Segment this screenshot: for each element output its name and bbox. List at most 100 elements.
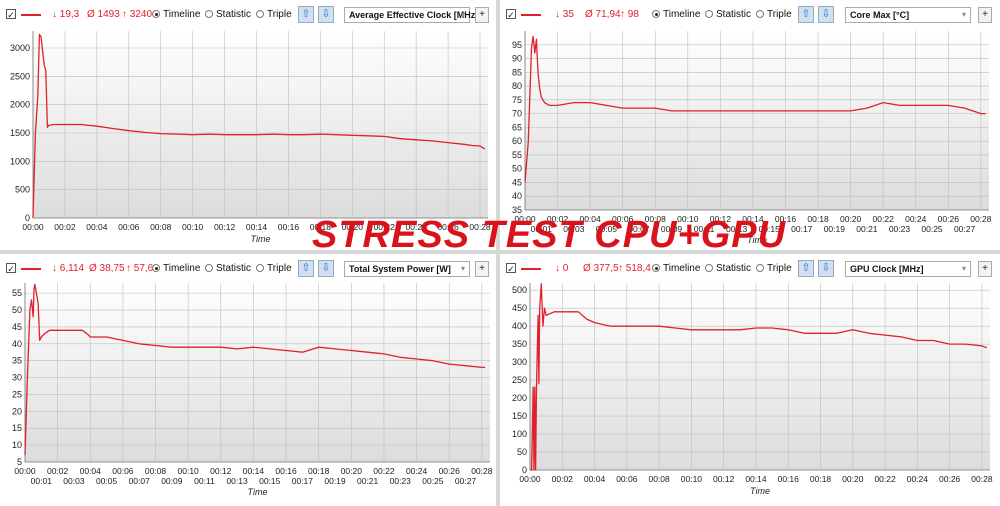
- radio-triple[interactable]: Triple: [756, 9, 792, 20]
- radio-triple[interactable]: Triple: [756, 263, 792, 274]
- radio-statistic[interactable]: Statistic: [205, 9, 251, 20]
- radio-label: Triple: [267, 263, 292, 274]
- x-tick-label: 00:00: [14, 466, 36, 476]
- series-checkbox[interactable]: ✓: [6, 263, 16, 274]
- move-down-button[interactable]: ⇩: [818, 6, 834, 23]
- stat-min: ↓ 6,114: [52, 263, 85, 274]
- radio-statistic[interactable]: Statistic: [205, 263, 251, 274]
- radio-timeline[interactable]: Timeline: [652, 9, 700, 20]
- sensor-select[interactable]: Total System Power [W] ▾: [344, 261, 470, 277]
- x-tick-label: 00:08: [150, 222, 172, 232]
- x-tick-label: 00:07: [129, 476, 151, 486]
- stat-min: ↓ 0: [555, 263, 569, 274]
- radio-label: Triple: [767, 263, 792, 274]
- sensor-select[interactable]: Average Effective Clock [MHz] ▾: [344, 7, 478, 23]
- x-tick-label: 00:27: [455, 476, 477, 486]
- x-tick-label: 00:04: [80, 466, 102, 476]
- x-tick-label: 00:25: [921, 224, 943, 234]
- x-tick-label: 00:28: [471, 466, 493, 476]
- radio-timeline[interactable]: Timeline: [652, 263, 700, 274]
- y-tick-label: 95: [512, 40, 522, 50]
- series-checkbox[interactable]: ✓: [6, 9, 16, 20]
- y-tick-label: 2500: [10, 71, 30, 81]
- stat-min: ↓ 35: [555, 9, 574, 20]
- y-tick-label: 55: [12, 288, 22, 298]
- x-tick-label: 00:01: [31, 476, 53, 486]
- radio-dot-icon: [205, 264, 213, 272]
- y-tick-label: 25: [12, 389, 22, 399]
- panel-effective-clock: ✓ ↓ 19,3 Ø 1493 ↑ 3240 Timeline Statisti…: [0, 0, 496, 250]
- x-tick-label: 00:28: [469, 222, 491, 232]
- move-down-button[interactable]: ⇩: [318, 6, 334, 23]
- radio-statistic[interactable]: Statistic: [705, 9, 751, 20]
- y-tick-label: 300: [512, 357, 527, 367]
- radio-dot-icon: [652, 10, 660, 18]
- x-tick-label: 00:18: [810, 474, 832, 484]
- plot-background: [25, 283, 490, 462]
- x-tick-label: 00:06: [616, 474, 638, 484]
- move-up-button[interactable]: ⇧: [298, 6, 314, 23]
- y-tick-label: 40: [12, 339, 22, 349]
- x-tick-label: 00:02: [552, 474, 574, 484]
- chevron-down-icon: ▾: [460, 264, 465, 273]
- add-graph-button[interactable]: +: [475, 7, 489, 23]
- stat-max: ↑ 518,4: [618, 263, 651, 274]
- series-color-swatch[interactable]: [521, 268, 541, 270]
- y-tick-label: 5: [17, 457, 22, 467]
- add-graph-button[interactable]: +: [978, 261, 992, 277]
- radio-triple[interactable]: Triple: [256, 9, 292, 20]
- x-tick-label: 00:26: [437, 222, 459, 232]
- y-tick-label: 1500: [10, 128, 30, 138]
- x-tick-label: 00:15: [759, 224, 781, 234]
- series-color-swatch[interactable]: [21, 14, 41, 16]
- move-up-button[interactable]: ⇧: [298, 260, 314, 277]
- y-tick-label: 30: [12, 373, 22, 383]
- chart-area: 0 500 1000 1500 2000 2500 3000 00:00 00:02 00:04 0…: [10, 31, 491, 244]
- radio-label: Timeline: [663, 263, 701, 274]
- sensor-select[interactable]: Core Max [°C] ▾: [845, 7, 971, 23]
- move-up-button[interactable]: ⇧: [798, 260, 814, 277]
- x-tick-label: 00:10: [182, 222, 204, 232]
- radio-dot-icon: [152, 10, 160, 18]
- chevron-down-icon: ▾: [961, 264, 966, 273]
- move-up-button[interactable]: ⇧: [798, 6, 814, 23]
- radio-timeline[interactable]: Timeline: [152, 263, 200, 274]
- series-checkbox[interactable]: ✓: [506, 263, 516, 274]
- stat-max: ↑ 98: [620, 9, 639, 20]
- x-tick-label: 00:00: [22, 222, 44, 232]
- x-tick-label: 00:28: [970, 214, 992, 224]
- chevron-down-icon: ▾: [961, 10, 966, 19]
- x-tick-label: 00:28: [971, 474, 993, 484]
- stat-avg: Ø 71,94: [585, 9, 621, 20]
- x-tick-label: 00:22: [874, 474, 896, 484]
- y-tick-label: 35: [12, 356, 22, 366]
- x-tick-label: 00:26: [939, 474, 961, 484]
- x-tick-label: 00:02: [547, 214, 569, 224]
- x-tick-label: 00:14: [243, 466, 265, 476]
- x-tick-label: 00:24: [905, 214, 927, 224]
- add-graph-button[interactable]: +: [475, 261, 489, 277]
- add-graph-button[interactable]: +: [978, 7, 992, 23]
- x-tick-label: 00:20: [341, 466, 363, 476]
- sensor-select[interactable]: GPU Clock [MHz] ▾: [845, 261, 971, 277]
- x-tick-label: 00:05: [96, 476, 118, 486]
- x-tick-label: 00:04: [579, 214, 601, 224]
- radio-statistic[interactable]: Statistic: [705, 263, 751, 274]
- y-tick-label: 100: [512, 429, 527, 439]
- series-color-swatch[interactable]: [521, 14, 541, 16]
- y-tick-label: 450: [512, 303, 527, 313]
- y-tick-label: 70: [512, 109, 522, 119]
- radio-timeline[interactable]: Timeline: [152, 9, 200, 20]
- move-down-button[interactable]: ⇩: [318, 260, 334, 277]
- radio-triple[interactable]: Triple: [256, 263, 292, 274]
- plot-background: [525, 31, 989, 210]
- x-tick-label: 00:12: [210, 466, 232, 476]
- y-tick-label: 350: [512, 339, 527, 349]
- series-checkbox[interactable]: ✓: [506, 9, 516, 20]
- series-color-swatch[interactable]: [21, 268, 41, 270]
- move-down-button[interactable]: ⇩: [818, 260, 834, 277]
- x-tick-label: 00:10: [681, 474, 703, 484]
- x-tick-label: 00:03: [63, 476, 85, 486]
- radio-dot-icon: [705, 10, 713, 18]
